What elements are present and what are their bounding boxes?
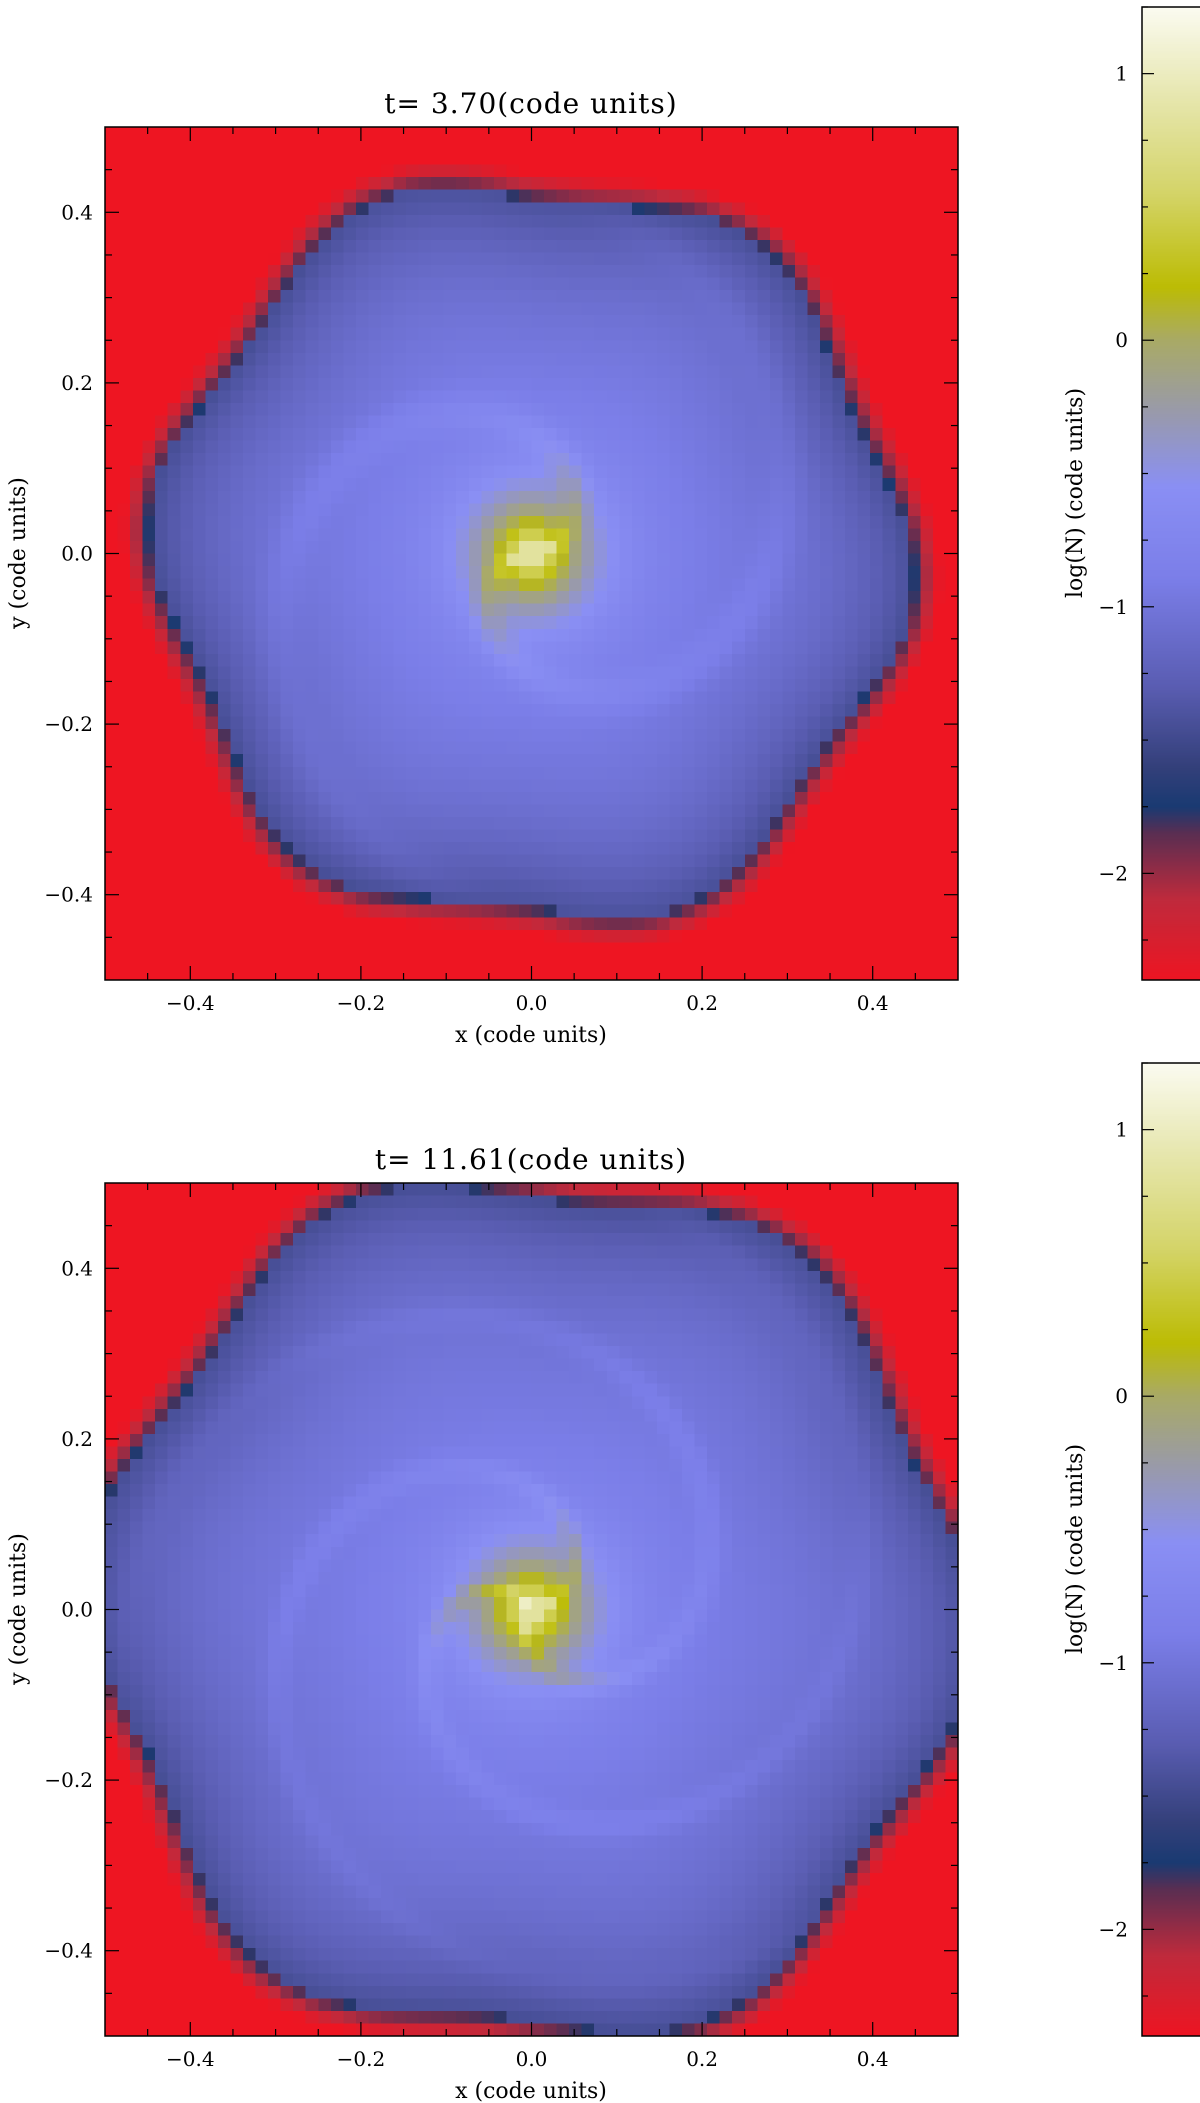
plot-title: t= 3.70(code units) bbox=[384, 87, 677, 120]
colorbar-tick-label: 1 bbox=[1115, 62, 1128, 86]
x-tick-label: 0.4 bbox=[857, 991, 889, 1015]
y-tick-label: −0.4 bbox=[44, 883, 93, 907]
y-tick-label: −0.4 bbox=[44, 1939, 93, 1963]
colorbar-label: log(N) (code units) bbox=[1063, 388, 1088, 598]
x-tick-label: 0.0 bbox=[516, 2047, 548, 2071]
y-tick-label: 0.0 bbox=[61, 542, 93, 566]
y-tick-label: −0.2 bbox=[44, 712, 93, 736]
colorbar-tick-label: 0 bbox=[1115, 1384, 1128, 1408]
colorbar-ticks bbox=[1142, 6, 1154, 941]
y-tick-labels: −0.4 −0.2 0.0 0.2 0.4 bbox=[44, 1256, 93, 1962]
y-tick-label: 0.0 bbox=[61, 1598, 93, 1622]
colorbar-tick-labels: −2 −1 0 1 bbox=[1099, 62, 1128, 886]
tick-marks bbox=[105, 1183, 958, 2036]
colorbar-tick-label: 0 bbox=[1115, 328, 1128, 352]
colorbar-gradient bbox=[1142, 7, 1200, 980]
y-tick-label: 0.4 bbox=[61, 200, 93, 224]
x-tick-label: 0.0 bbox=[516, 991, 548, 1015]
colorbar-tick-label: 1 bbox=[1115, 1118, 1128, 1142]
colorbar-gradient bbox=[1142, 1063, 1200, 2036]
y-tick-label: 0.2 bbox=[61, 1427, 93, 1451]
x-tick-label: 0.4 bbox=[857, 2047, 889, 2071]
x-tick-label: −0.2 bbox=[337, 991, 386, 1015]
x-tick-label: 0.2 bbox=[686, 991, 718, 1015]
x-tick-label: −0.2 bbox=[337, 2047, 386, 2071]
y-axis-label: y (code units) bbox=[6, 1533, 31, 1686]
colorbar-frame bbox=[1141, 6, 1200, 981]
y-tick-label: 0.4 bbox=[61, 1256, 93, 1280]
x-tick-label: 0.2 bbox=[686, 2047, 718, 2071]
colorbar-frame bbox=[1141, 1062, 1200, 2037]
bottom-panel: t= 11.61(code units) −0.4 −0.2 0.0 0.2 0.4 −… bbox=[6, 1062, 1200, 2103]
tick-marks bbox=[105, 127, 958, 980]
x-tick-label: −0.4 bbox=[166, 2047, 215, 2071]
y-axis-label: y (code units) bbox=[6, 477, 31, 630]
x-axis-label: x (code units) bbox=[455, 2079, 607, 2103]
x-axis-label: x (code units) bbox=[455, 1023, 607, 1048]
x-tick-label: −0.4 bbox=[166, 991, 215, 1015]
colorbar-tick-labels: −2 −1 0 1 bbox=[1099, 1118, 1128, 1942]
colorbar-tick-label: −2 bbox=[1099, 861, 1128, 885]
colorbar-tick-label: −1 bbox=[1099, 595, 1128, 619]
plot-title: t= 11.61(code units) bbox=[375, 1143, 687, 1176]
y-tick-labels: −0.4 −0.2 0.0 0.2 0.4 bbox=[44, 200, 93, 906]
y-tick-label: 0.2 bbox=[61, 371, 93, 395]
x-tick-labels: −0.4 −0.2 0.0 0.2 0.4 bbox=[166, 991, 889, 1015]
top-panel: t= 3.70(code units) −0.4 −0.2 0.0 0.2 0.4 −0… bbox=[6, 6, 1200, 1048]
y-tick-label: −0.2 bbox=[44, 1768, 93, 1792]
colorbar-tick-label: −1 bbox=[1099, 1651, 1128, 1675]
colorbar-ticks bbox=[1142, 1062, 1154, 1997]
density-heatmap bbox=[105, 1183, 958, 2036]
colorbar-label: log(N) (code units) bbox=[1063, 1444, 1088, 1654]
density-heatmap bbox=[105, 127, 958, 980]
x-tick-labels: −0.4 −0.2 0.0 0.2 0.4 bbox=[166, 2047, 889, 2071]
colorbar-tick-label: −2 bbox=[1099, 1917, 1128, 1941]
